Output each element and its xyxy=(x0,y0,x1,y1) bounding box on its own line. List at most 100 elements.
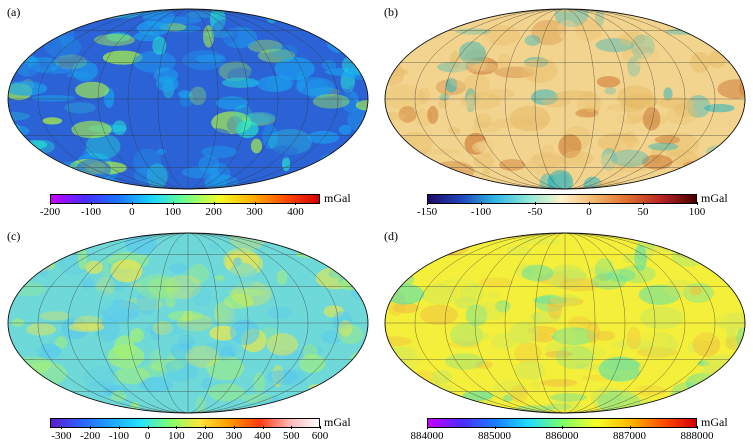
field-blob xyxy=(385,371,413,386)
field-blob xyxy=(65,252,80,277)
colorbar-tick-label: 0 xyxy=(586,206,592,218)
field-blob xyxy=(596,76,621,88)
field-blob xyxy=(188,263,209,284)
field-blob xyxy=(385,358,404,369)
field-blob xyxy=(165,295,176,308)
field-blob xyxy=(385,84,426,110)
field-blob xyxy=(102,50,143,65)
field-blob xyxy=(727,246,740,269)
field-blob xyxy=(230,233,266,251)
field-blob xyxy=(83,366,119,388)
field-blob xyxy=(604,87,617,95)
field-blob xyxy=(531,89,559,106)
panel-c: (c) mGal -300 -200 -100 0 100 200 300 400 500 600 xyxy=(0,224,376,448)
field-blob xyxy=(636,346,678,358)
field-blob xyxy=(598,356,642,382)
field-blob xyxy=(675,176,704,183)
field-blob xyxy=(425,172,461,186)
field-blob xyxy=(162,323,198,345)
field-blob xyxy=(244,111,277,123)
colorbar-ticks-b: -150 -100 -50 0 50 100 xyxy=(417,202,705,220)
field-blob xyxy=(408,12,448,22)
field-blob xyxy=(124,233,157,255)
field-blob xyxy=(418,87,431,104)
field-blob xyxy=(450,59,488,73)
field-blob xyxy=(473,154,495,169)
field-blob xyxy=(549,293,581,306)
field-blob xyxy=(399,168,431,187)
field-blob xyxy=(12,30,43,47)
field-blob xyxy=(395,17,430,39)
field-blob xyxy=(189,86,207,106)
field-blob xyxy=(299,354,326,373)
field-blob xyxy=(150,358,185,372)
field-blob xyxy=(55,169,66,188)
field-blob xyxy=(322,15,363,41)
field-blob xyxy=(346,83,368,100)
field-blob xyxy=(717,79,745,99)
colorbar-ticks-d: 884000 885000 886000 887000 888000 xyxy=(411,426,714,444)
field-blob xyxy=(431,161,475,182)
field-blob xyxy=(272,349,311,360)
field-blob xyxy=(11,318,25,327)
field-blob xyxy=(250,138,263,154)
field-blob xyxy=(532,311,543,325)
field-blob xyxy=(38,157,49,170)
field-blob xyxy=(472,301,507,321)
panel-b: (b) mGal -150 -100 -50 0 50 100 xyxy=(377,0,753,224)
colorbar-tick-mark xyxy=(589,202,590,205)
field-blob xyxy=(569,345,606,360)
field-blob xyxy=(298,285,312,296)
field-blob xyxy=(601,148,617,171)
field-blob xyxy=(347,66,358,79)
field-blob xyxy=(269,145,299,159)
field-blob xyxy=(86,51,102,60)
field-blob xyxy=(36,66,73,74)
colorbar-tick-label: 100 xyxy=(164,206,181,218)
field-blob xyxy=(514,405,556,412)
field-blob xyxy=(258,327,281,344)
mollweide-map-c xyxy=(7,232,369,414)
field-blob xyxy=(691,399,722,412)
field-blob xyxy=(617,141,645,152)
field-blob xyxy=(306,79,329,101)
colorbar-tick-label: 500 xyxy=(283,430,300,442)
field-blob xyxy=(307,130,340,144)
field-blob xyxy=(149,328,162,340)
field-blob xyxy=(30,168,57,189)
field-blob xyxy=(658,132,700,157)
field-blob xyxy=(516,140,533,162)
field-blob xyxy=(59,389,69,404)
field-blob xyxy=(514,342,542,364)
colorbar-tick-label: 200 xyxy=(196,430,214,442)
colorbar-tick-label: 884000 xyxy=(410,430,444,442)
field-blob xyxy=(447,97,468,116)
field-blob xyxy=(464,88,477,113)
field-blob xyxy=(44,35,82,59)
field-blob xyxy=(532,295,568,304)
field-blob xyxy=(330,251,339,268)
field-blob xyxy=(615,162,649,173)
field-blob xyxy=(206,355,245,381)
field-blob xyxy=(247,39,283,53)
field-blob xyxy=(663,73,686,82)
colorbar-tick-mark xyxy=(427,426,428,429)
field-blob xyxy=(392,302,420,314)
field-blob xyxy=(26,20,47,35)
field-blob xyxy=(595,9,605,27)
map-border xyxy=(384,232,746,414)
field-blob xyxy=(667,400,699,410)
field-blob xyxy=(319,152,357,169)
field-blob xyxy=(85,133,121,160)
field-blob xyxy=(8,81,48,96)
field-blob xyxy=(696,393,726,412)
field-blob xyxy=(679,9,713,32)
field-blob xyxy=(438,278,478,291)
field-blob xyxy=(638,360,672,378)
field-blob xyxy=(558,326,577,348)
field-blob xyxy=(339,124,352,135)
field-blob xyxy=(586,320,600,344)
field-blob xyxy=(494,66,536,79)
field-blob xyxy=(323,305,344,318)
field-blob xyxy=(582,285,613,300)
